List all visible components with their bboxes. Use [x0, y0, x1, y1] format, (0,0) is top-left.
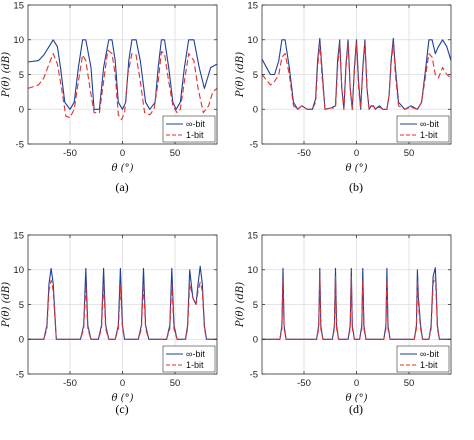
panel-caption: (a)	[115, 180, 128, 194]
y-tick-label: 0	[253, 335, 258, 346]
series-line-0	[28, 39, 217, 110]
x-axis-label: θ (°)	[345, 393, 367, 404]
x-tick-label: -50	[63, 378, 77, 389]
series-line-1	[262, 276, 451, 340]
y-tick-label: 0	[253, 105, 258, 116]
legend-label-1: 1-bit	[420, 360, 438, 370]
y-axis-label: P(θ) (dB)	[235, 282, 246, 328]
legend-label-1: 1-bit	[420, 130, 438, 140]
y-tick-label: 15	[13, 230, 24, 241]
series-line-1	[28, 279, 217, 340]
x-tick-label: 0	[120, 378, 125, 389]
legend-label-0: ∞-bit	[420, 119, 439, 129]
x-tick-label: 50	[404, 378, 415, 389]
y-tick-label: 15	[247, 0, 258, 11]
y-axis-label: P(θ) (dB)	[1, 282, 12, 328]
y-tick-label: 10	[13, 265, 24, 276]
panel-caption: (d)	[349, 402, 363, 416]
series-line-1	[262, 42, 451, 110]
series-line-1	[28, 49, 217, 121]
legend-box	[162, 345, 216, 373]
y-tick-label: 0	[19, 335, 24, 346]
y-tick-label: 5	[19, 70, 24, 81]
x-axis-label: θ (°)	[345, 163, 367, 174]
y-tick-label: 10	[247, 35, 258, 46]
y-tick-label: 5	[253, 70, 258, 81]
y-tick-label: -5	[16, 369, 24, 380]
panel-caption: (b)	[349, 180, 363, 194]
legend-label-0: ∞-bit	[186, 119, 205, 129]
panel-caption: (c)	[115, 402, 128, 416]
legend-label-0: ∞-bit	[186, 349, 205, 359]
legend-label-0: ∞-bit	[420, 349, 439, 359]
y-tick-label: 0	[19, 105, 24, 116]
y-tick-label: -5	[16, 139, 24, 150]
legend-box	[396, 115, 450, 143]
y-tick-label: 5	[19, 300, 24, 311]
y-tick-label: 5	[253, 300, 258, 311]
x-axis-label: θ (°)	[111, 393, 133, 404]
x-tick-label: 0	[354, 378, 359, 389]
y-tick-label: -5	[250, 139, 258, 150]
x-tick-label: 50	[170, 148, 181, 159]
x-tick-label: -50	[63, 148, 77, 159]
y-tick-label: -5	[250, 369, 258, 380]
x-axis-label: θ (°)	[111, 163, 133, 174]
x-tick-label: 0	[354, 148, 359, 159]
y-tick-label: 15	[13, 0, 24, 11]
x-tick-label: 50	[170, 378, 181, 389]
x-tick-label: 0	[120, 148, 125, 159]
x-tick-label: -50	[297, 378, 311, 389]
legend-label-1: 1-bit	[186, 360, 204, 370]
x-tick-label: 50	[404, 148, 415, 159]
legend-label-1: 1-bit	[186, 130, 204, 140]
legend-box	[396, 345, 450, 373]
legend-box	[162, 115, 216, 143]
y-axis-label: P(θ) (dB)	[235, 52, 246, 98]
x-tick-label: -50	[297, 148, 311, 159]
y-tick-label: 10	[13, 35, 24, 46]
y-tick-label: 10	[247, 265, 258, 276]
y-tick-label: 15	[247, 230, 258, 241]
y-axis-label: P(θ) (dB)	[1, 52, 12, 98]
